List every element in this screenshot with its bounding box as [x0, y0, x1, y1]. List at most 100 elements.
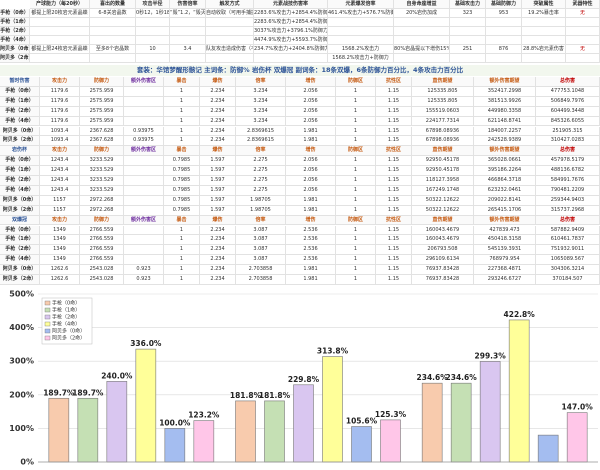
- cell: 2.234: [200, 275, 236, 285]
- cell: 876: [486, 45, 522, 54]
- cell: 587882.9409: [536, 225, 600, 236]
- cell: 2.275: [236, 176, 286, 186]
- cell: [394, 18, 450, 27]
- cell: 手枪（2命）: [0, 176, 40, 186]
- cell: 2575.959: [80, 96, 124, 107]
- cell: 爆伤: [200, 77, 236, 87]
- cell: 抗性区: [376, 215, 412, 226]
- cell: 1: [336, 96, 376, 107]
- cell: 1: [336, 116, 376, 127]
- data-label: 240.0%: [101, 371, 133, 380]
- cell: 阿贝多（2命）: [0, 54, 30, 63]
- cell: [486, 18, 522, 27]
- cell: 2766.559: [80, 235, 124, 246]
- cell: 攻击力: [40, 77, 80, 87]
- bar: [322, 356, 343, 463]
- cell: 阿贝多（2命）: [0, 205, 40, 216]
- cell: 3.4: [170, 45, 206, 54]
- cell: [254, 54, 328, 63]
- cell: 2.056: [286, 106, 336, 117]
- cell: 1: [336, 136, 376, 147]
- cell: 477753.1048: [536, 86, 600, 97]
- cell: 2543.028: [80, 265, 124, 275]
- cell: 1157: [40, 195, 80, 206]
- cell: 0.7985: [164, 205, 200, 216]
- y-tick-label: 300%: [9, 357, 34, 366]
- cell: 1: [164, 265, 200, 275]
- banner: 套装：华馆梦醒形骸记 主词条：防御% 岩伤杯 双爆冠 副词条：18条双爆，6条防…: [0, 65, 600, 76]
- cell: 都提上限20枚岩元素晶蝶: [30, 9, 90, 18]
- cell: 2766.559: [80, 255, 124, 266]
- cell: 3.087: [236, 225, 286, 236]
- cell: 1568.2%攻击力+防御力: [328, 54, 394, 63]
- cell: 1: [336, 255, 376, 266]
- cell: 1: [164, 225, 200, 236]
- cell: [124, 166, 164, 176]
- data-label: 422.8%: [504, 310, 536, 319]
- cell: 无: [566, 45, 600, 54]
- cell: 768979.954: [474, 255, 536, 266]
- cell: 额外伤害区: [124, 77, 164, 87]
- cell: 1.597: [200, 156, 236, 167]
- cell: 暴击: [164, 215, 200, 226]
- bar: [48, 397, 70, 463]
- cell: [124, 235, 164, 246]
- cell: 防御区: [336, 146, 376, 157]
- cell: [124, 116, 164, 127]
- cell: 2.234: [200, 106, 236, 117]
- cell: 2.234: [200, 265, 236, 275]
- cell: 直伤期望: [412, 146, 474, 157]
- cell: 1243.4: [40, 185, 80, 196]
- cell: 427839.473: [474, 225, 536, 236]
- cell: 倍率: [236, 215, 286, 226]
- cell: 1.15: [376, 126, 412, 137]
- cell: 2.275: [236, 185, 286, 196]
- data-label: 229.8%: [288, 375, 320, 384]
- cell: [30, 18, 90, 27]
- cell: 0.93975: [124, 126, 164, 137]
- legend-label: 阿贝多（2命）: [52, 335, 85, 342]
- cell: 1065089.567: [536, 255, 600, 266]
- cell: 2766.559: [80, 245, 124, 256]
- cell: 2.536: [286, 255, 336, 266]
- cell: [328, 27, 394, 36]
- cell: 457978.5179: [536, 156, 600, 167]
- data-label: 336.0%: [130, 339, 162, 348]
- legend-label: 手枪（4命）: [52, 321, 80, 328]
- cell: 额外伤害区: [124, 215, 164, 226]
- cell: 1: [164, 116, 200, 127]
- cell: 76937.83428: [412, 275, 474, 285]
- cell: 3233.529: [80, 156, 124, 167]
- cell: 0.7985: [164, 195, 200, 206]
- cell: 增伤: [286, 215, 336, 226]
- cell: 50322.12622: [412, 195, 474, 206]
- cell: 增伤: [286, 146, 336, 157]
- cell: 545139.3931: [474, 245, 536, 256]
- cell: 手枪（4命）: [0, 116, 40, 127]
- cell: 队友攻击造成伤害（不可用手捕捉）: [206, 45, 254, 54]
- cell: 防御区: [336, 215, 376, 226]
- cell: 1093.4: [40, 136, 80, 147]
- cell: 3.234: [236, 86, 286, 97]
- cell: 2.275: [236, 166, 286, 176]
- cell: 2.056: [286, 116, 336, 127]
- cell: 323: [450, 9, 486, 18]
- cell: 总伤害: [536, 215, 600, 226]
- cell: [486, 36, 522, 45]
- cell: 0.93975: [124, 136, 164, 147]
- cell: 防御力: [80, 146, 124, 157]
- legend-label: 手枪（1命）: [52, 307, 80, 314]
- cell: 1: [336, 205, 376, 216]
- cell: 基础攻击力: [450, 0, 486, 9]
- cell: 1243.4: [40, 166, 80, 176]
- cell: 6-8关岩晶数: [90, 9, 136, 18]
- data-label: 299.3%: [475, 351, 507, 360]
- y-tick-label: 0%: [20, 458, 34, 467]
- bar: [421, 382, 443, 463]
- bar: [106, 381, 128, 463]
- cell: 1.98705: [236, 205, 286, 216]
- cell: 喜出的数量: [90, 0, 136, 9]
- cell: 手枪（4命）: [0, 185, 40, 196]
- cell: 790481.2209: [536, 185, 600, 196]
- bar: [293, 384, 314, 463]
